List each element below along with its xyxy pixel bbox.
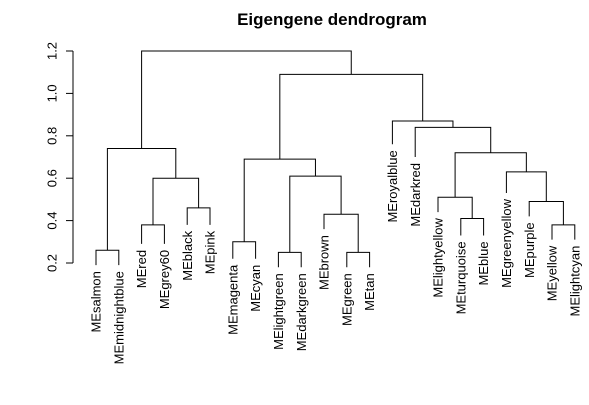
dendrogram-merge [391,120,454,145]
leaf-label: MEblue [476,241,491,285]
leaf-label: MEgreen [339,273,354,326]
leaf-label: MEred [134,250,149,288]
leaf-label: MEsalmon [89,271,104,332]
dendrogram-merge [277,251,302,268]
dendrogram-merge [528,201,564,225]
leaf-labels: MEsalmon MEmidnightblue MEred MEgrey60 MEbla… [89,150,583,364]
leaf-label: MElightcyan [567,246,582,317]
y-tick-label: 0.2 [45,254,60,272]
leaf-label: MEcyan [248,265,263,312]
leaf-label: MEmagenta [225,264,240,335]
leaf-label: MEdarkgreen [294,273,309,351]
dendrogram-merge [551,224,576,240]
dendrogram-merge [460,217,485,236]
leaf-label: MEtan [362,273,377,311]
dendrogram-merge [243,158,316,242]
dendrogram-merge [505,171,547,202]
dendrogram-merge [152,177,200,225]
y-tick-label: 1.2 [45,42,60,60]
dendrogram-merge [346,251,371,268]
dendrogram-merge [141,50,352,149]
dendrogram-merge [454,152,527,198]
dendrogram-merge [279,73,424,160]
leaf-label: MEbrown [317,235,332,290]
leaf-label: MElightgreen [271,273,286,350]
y-tick-label: 1.0 [45,84,60,102]
chart-title: Eigengene dendrogram [237,10,427,29]
leaf-label: MEroyalblue [385,150,400,222]
dendrogram-merge [437,196,473,219]
leaf-label: MEgreenyellow [499,198,514,287]
dendrogram-merge [95,249,120,266]
y-tick-label: 0.4 [45,212,60,230]
leaf-label: MEpink [203,230,218,274]
y-axis: 0.2 0.4 0.6 0.8 1.0 1.2 [45,42,74,272]
leaf-label: MEpurple [522,222,537,278]
y-tick-label: 0.8 [45,127,60,145]
y-tick-label: 0.6 [45,169,60,187]
leaf-label: MEdarkred [408,163,423,227]
leaf-label: MEturquoise [453,241,468,314]
leaf-label: MEmidnightblue [111,271,126,364]
dendrogram-branches [95,50,576,268]
leaf-label: MEyellow [545,245,560,301]
leaf-label: MElightyellow [431,218,446,298]
dendrogram-merge [186,207,211,225]
leaf-label: MEgrey60 [157,250,172,309]
dendrogram-merge [141,224,165,244]
leaf-label: MEblack [180,230,195,280]
dendrogram-merge [232,241,257,259]
